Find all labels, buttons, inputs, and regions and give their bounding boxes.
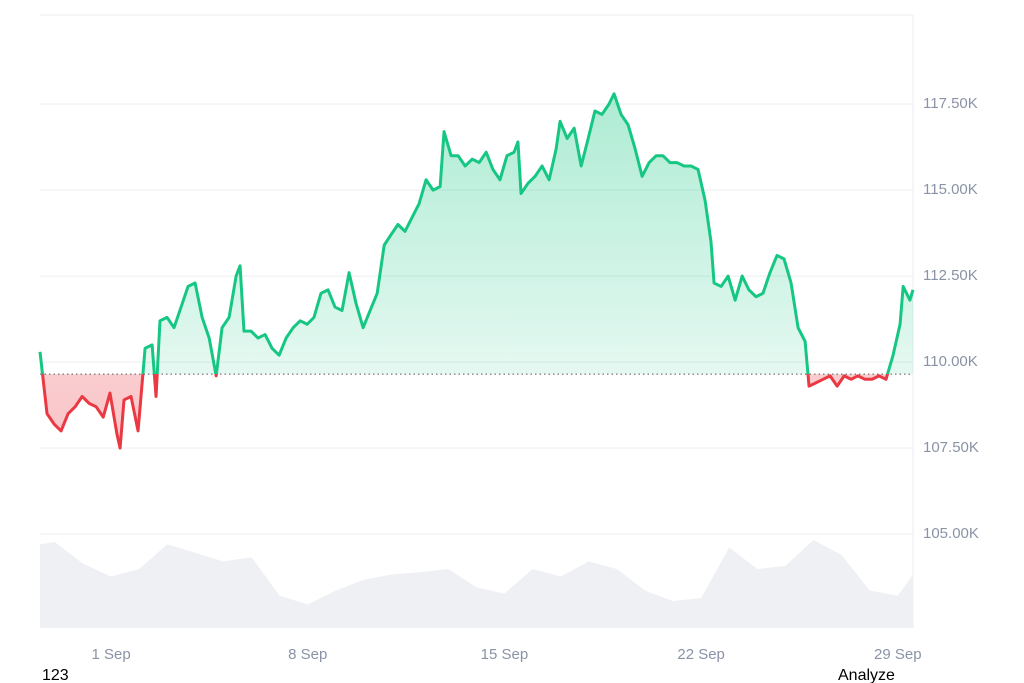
y-tick-label: 105.00K [923, 525, 979, 542]
footer-left: 123 [42, 667, 69, 683]
y-tick-label: 117.50K [923, 95, 978, 112]
area-up [40, 93, 913, 375]
y-tick-label: 115.00K [923, 181, 978, 198]
footer-right: Analyze [838, 667, 895, 683]
y-tick-label: 110.00K [923, 353, 978, 370]
x-tick-label: 29 Sep [874, 646, 922, 663]
x-tick-label: 8 Sep [288, 646, 327, 663]
y-tick-label: 112.50K [923, 267, 978, 284]
x-tick-label: 15 Sep [481, 646, 529, 663]
x-tick-label: 1 Sep [91, 646, 130, 663]
price-line-up [38, 92, 915, 375]
volume-area [40, 540, 913, 628]
area-down [42, 374, 888, 449]
y-tick-label: 107.50K [923, 439, 979, 456]
x-tick-label: 22 Sep [677, 646, 725, 663]
